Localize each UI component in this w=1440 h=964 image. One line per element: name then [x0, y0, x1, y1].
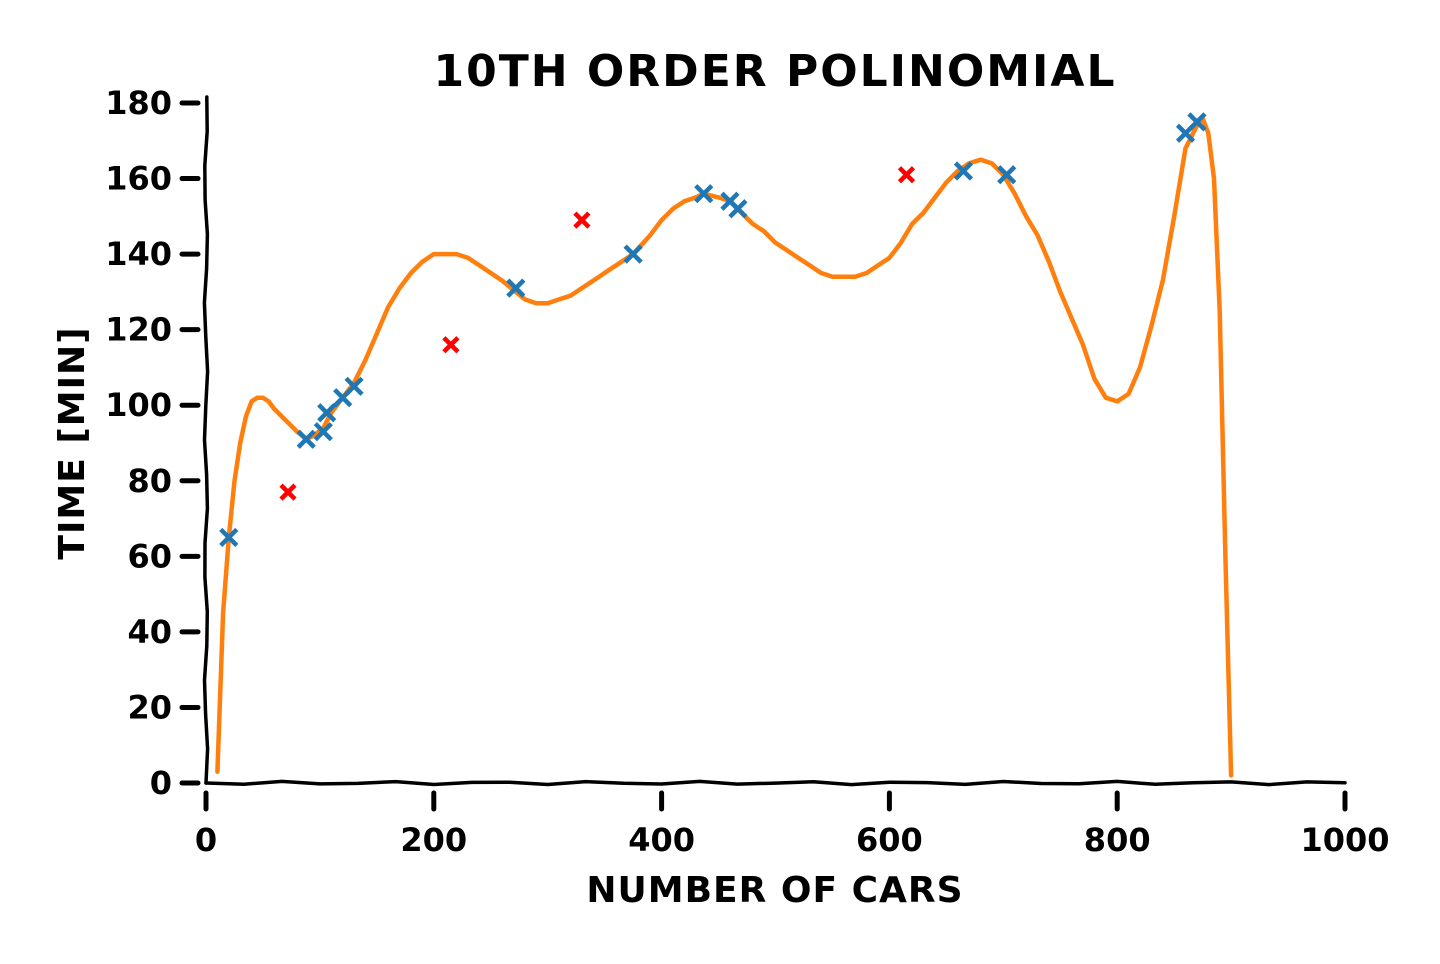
- train-point-marker: [623, 244, 643, 264]
- y-axis-label: TIME [MIN]: [52, 326, 93, 559]
- y-tick-label: 40: [127, 613, 172, 651]
- test-point-marker: [897, 166, 916, 184]
- train-point-marker: [344, 376, 364, 396]
- chart-title: 10TH ORDER POLINOMIAL: [434, 46, 1117, 97]
- fit-curve-line: [215, 115, 1234, 778]
- train-point-marker: [1187, 112, 1207, 132]
- series-layer: [215, 112, 1234, 778]
- y-tick-label: 100: [105, 386, 172, 424]
- train-point-marker: [728, 199, 748, 219]
- x-tick-label: 0: [195, 821, 217, 859]
- test-point-marker: [442, 336, 460, 354]
- x-axis-label: NUMBER OF CARS: [586, 870, 963, 911]
- y-tick-label: 180: [105, 84, 172, 122]
- train-point-marker: [997, 165, 1017, 185]
- y-tick-label: 120: [105, 311, 172, 349]
- train-point-marker: [694, 184, 714, 204]
- test-point-marker: [279, 483, 297, 501]
- y-tick-label: 0: [150, 764, 172, 802]
- train-point-marker: [296, 429, 316, 449]
- train-point-marker: [953, 161, 974, 181]
- axes-layer: 0 20 40 60 80 100 120 140 160 180 0 200 400 600 800 100…: [105, 84, 1389, 859]
- y-tick-label: 20: [127, 688, 172, 726]
- x-tick-label: 600: [856, 821, 923, 859]
- train-point-marker: [219, 527, 239, 548]
- x-tick-label: 200: [400, 821, 467, 859]
- train-point-marker: [317, 403, 337, 423]
- x-tick-label: 800: [1084, 821, 1151, 859]
- test-point-marker: [573, 211, 591, 229]
- y-tick-label: 80: [127, 462, 172, 500]
- y-axis-line: [202, 95, 210, 785]
- y-tick-label: 140: [105, 235, 172, 273]
- x-tick-label: 400: [628, 821, 695, 859]
- x-axis-line: [204, 779, 1347, 787]
- train-point-marker: [313, 422, 333, 442]
- y-tick-label: 60: [127, 537, 172, 575]
- y-tick-label: 160: [105, 160, 172, 198]
- train-point-marker: [506, 278, 526, 298]
- x-tick-label: 1000: [1300, 821, 1389, 859]
